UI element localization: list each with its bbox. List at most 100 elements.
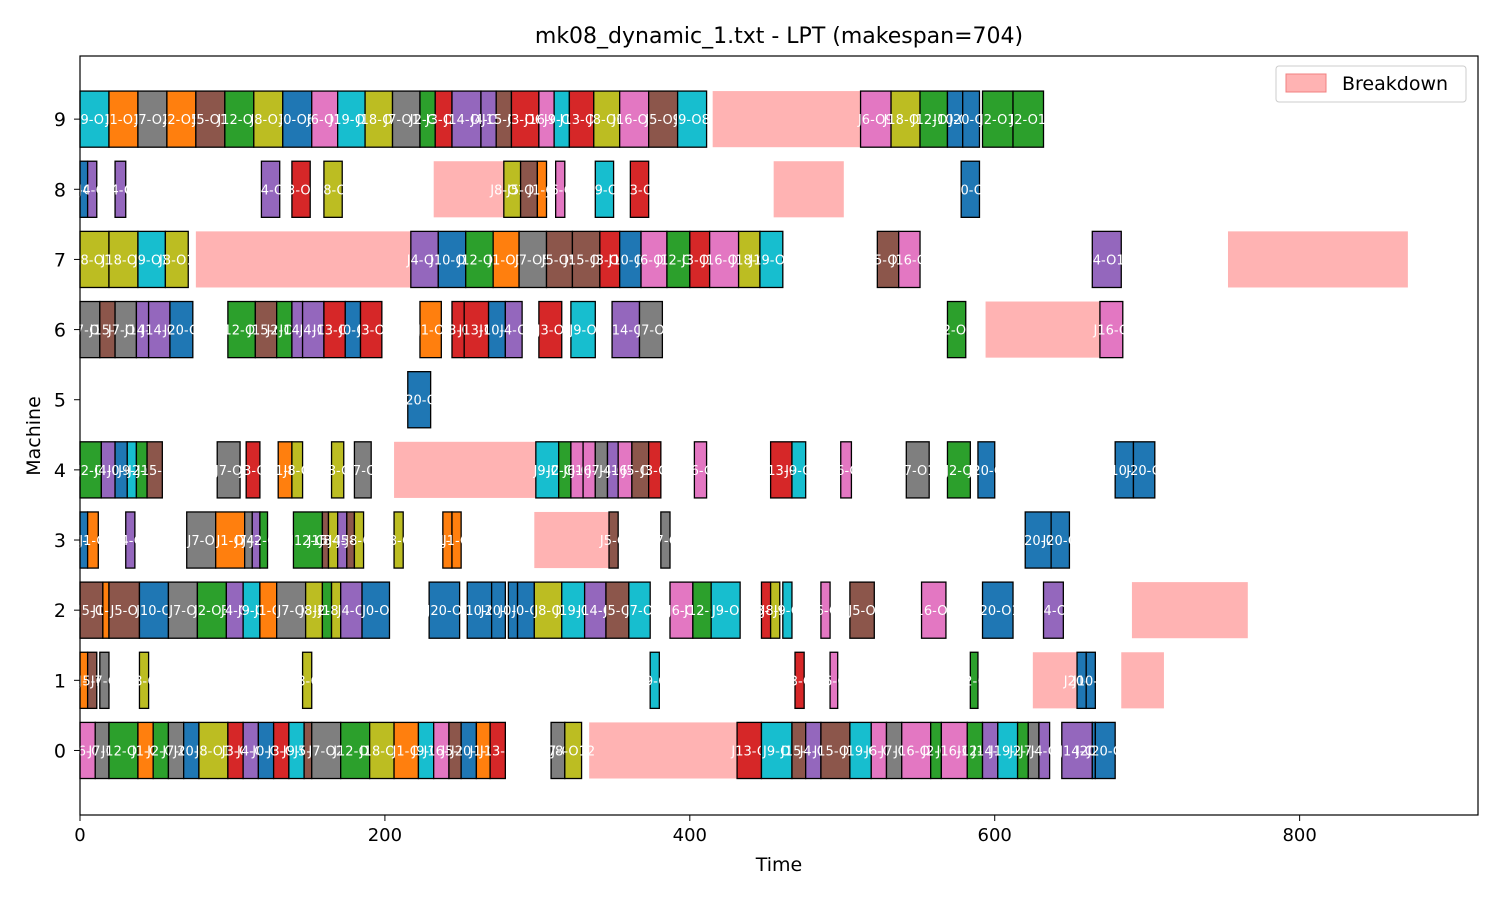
operation-label-161: J20-O — [480, 604, 517, 619]
operation-bar-175 — [820, 581, 831, 639]
breakdown-bar-6 — [394, 441, 536, 498]
breakdown-bar-9 — [1032, 652, 1078, 709]
operation-bar-99 — [216, 441, 241, 499]
breakdown-bar-8 — [1131, 582, 1248, 639]
operation-bar-171 — [710, 581, 741, 639]
breakdown-bar-1 — [433, 161, 504, 218]
x-tick-label-2: 400 — [673, 825, 707, 846]
operation-label-150: J4-O — [220, 604, 248, 619]
operation-label-151: J9-O — [237, 604, 265, 619]
operation-bar-183 — [138, 651, 150, 710]
operation-bar-23 — [648, 90, 679, 148]
operation-label-188: J2-O — [959, 674, 987, 689]
operation-label-200: J4-O — [236, 744, 264, 759]
legend-swatch-breakdown — [1285, 73, 1327, 93]
operation-label-187: J6-O — [819, 674, 847, 689]
operation-label-207: J18-O1 — [359, 744, 404, 759]
operation-label-86: J3-O — [536, 324, 564, 339]
y-tick-label-7: 7 — [54, 249, 66, 271]
operation-bar-217 — [736, 721, 763, 780]
y-axis: 0 1 2 3 4 5 6 7 8 9 — [54, 109, 80, 762]
operation-label-3: J2-O5 — [163, 113, 200, 128]
operation-bar-20 — [568, 90, 595, 148]
operation-label-31: J2-O1 — [1009, 113, 1046, 128]
operation-label-83: J13-O — [458, 324, 495, 339]
operation-label-120: J20-O — [968, 464, 1005, 479]
operation-label-52: J1-O1 — [487, 253, 524, 268]
operation-label-8: J6-O1 — [306, 113, 343, 128]
operation-bar-41 — [555, 160, 566, 218]
operation-label-201: J0-O — [251, 744, 279, 759]
operation-label-144: J5-O — [77, 604, 105, 619]
operation-bar-85 — [504, 300, 523, 359]
operation-bar-37 — [323, 160, 343, 218]
operation-label-29: J20-O8 — [948, 113, 993, 128]
operation-bar-122 — [1132, 441, 1156, 499]
operation-label-92: J20-O — [400, 394, 437, 409]
operation-bar-214 — [489, 721, 506, 780]
operation-bar-116 — [791, 441, 807, 499]
operation-label-51: J12-O1 — [456, 253, 501, 268]
operation-label-35: J4-O — [256, 183, 284, 198]
operation-bar-17 — [510, 90, 540, 148]
operation-label-184: J8-O — [292, 674, 320, 689]
operation-label-43: J3-O — [625, 183, 653, 198]
operation-label-77: J4-O — [299, 324, 327, 339]
operation-label-147: J10-O — [135, 604, 172, 619]
operation-bar-188 — [969, 651, 979, 710]
operation-bar-236 — [1094, 721, 1116, 780]
operation-label-37: J8-O — [318, 183, 346, 198]
operation-label-115: J13-O — [762, 464, 799, 479]
operation-bar-160 — [466, 581, 493, 639]
operation-label-199: J3-O — [221, 744, 249, 759]
operation-label-171: J9-O — [711, 604, 739, 619]
operation-label-175: J6-O — [811, 604, 839, 619]
operation-bar-4 — [195, 90, 226, 148]
operation-label-152: J1-O — [254, 604, 282, 619]
operation-label-236: J20-O — [1086, 744, 1123, 759]
operations-layer: J9-O1J1-O1J7-O2J2-O5J5-O1J12-O1J8-O3J0-O… — [65, 90, 1162, 780]
operation-label-23: J5-O9 — [644, 113, 681, 128]
operation-bar-127 — [215, 511, 246, 569]
operation-bar-5 — [224, 90, 255, 148]
operation-label-149: J2-O3 — [193, 604, 230, 619]
operation-bar-140 — [608, 511, 619, 569]
operation-bar-80 — [359, 300, 383, 359]
operation-label-30: J2-O1 — [979, 113, 1016, 128]
operation-label-196: J7-O — [161, 744, 189, 759]
operation-bar-102 — [291, 441, 304, 499]
operation-label-119: J2-O — [944, 464, 972, 479]
operation-bar-176 — [849, 581, 875, 639]
operation-label-47: J9-O1 — [133, 253, 170, 268]
breakdown-layer — [195, 91, 1408, 779]
operation-bar-27 — [919, 90, 949, 148]
operation-bar-234 — [1061, 721, 1093, 780]
x-tick-label-4: 800 — [1282, 825, 1316, 846]
plot-frame — [79, 55, 1479, 816]
operation-label-104: J7-O — [348, 464, 376, 479]
operation-label-148: J7-O — [168, 604, 196, 619]
operation-label-159: J20-O — [426, 604, 463, 619]
operation-label-74: J15-O — [247, 324, 284, 339]
operation-label-49: J4-O1 — [406, 253, 443, 268]
operation-label-87: J9-O — [568, 324, 596, 339]
operation-label-69: J7-O1 — [107, 324, 144, 339]
operation-label-225: J16-O9 — [893, 744, 938, 759]
operation-label-98: J15-O — [136, 464, 173, 479]
y-tick-label-3: 3 — [54, 530, 66, 552]
operation-label-214: J13-O — [479, 744, 516, 759]
operation-label-198: J8-O1 — [195, 744, 232, 759]
operation-label-176: J5-O — [847, 604, 875, 619]
operation-label-203: J9-O — [282, 744, 310, 759]
operation-bar-207 — [369, 721, 395, 780]
operation-label-233: J4-O — [1030, 744, 1058, 759]
operation-label-41: J6-O — [546, 183, 574, 198]
y-tick-label-9: 9 — [54, 109, 66, 131]
operation-label-0: J9-O1 — [76, 113, 113, 128]
chart-title: mk08_dynamic_1.txt - LPT (makespan=704) — [535, 24, 1023, 49]
operation-label-116: J9-O — [784, 464, 812, 479]
operation-label-122: J20-O — [1125, 464, 1162, 479]
operation-bar-173 — [769, 581, 781, 639]
operation-label-209: J9-O — [411, 744, 439, 759]
operation-bar-118 — [905, 441, 930, 499]
